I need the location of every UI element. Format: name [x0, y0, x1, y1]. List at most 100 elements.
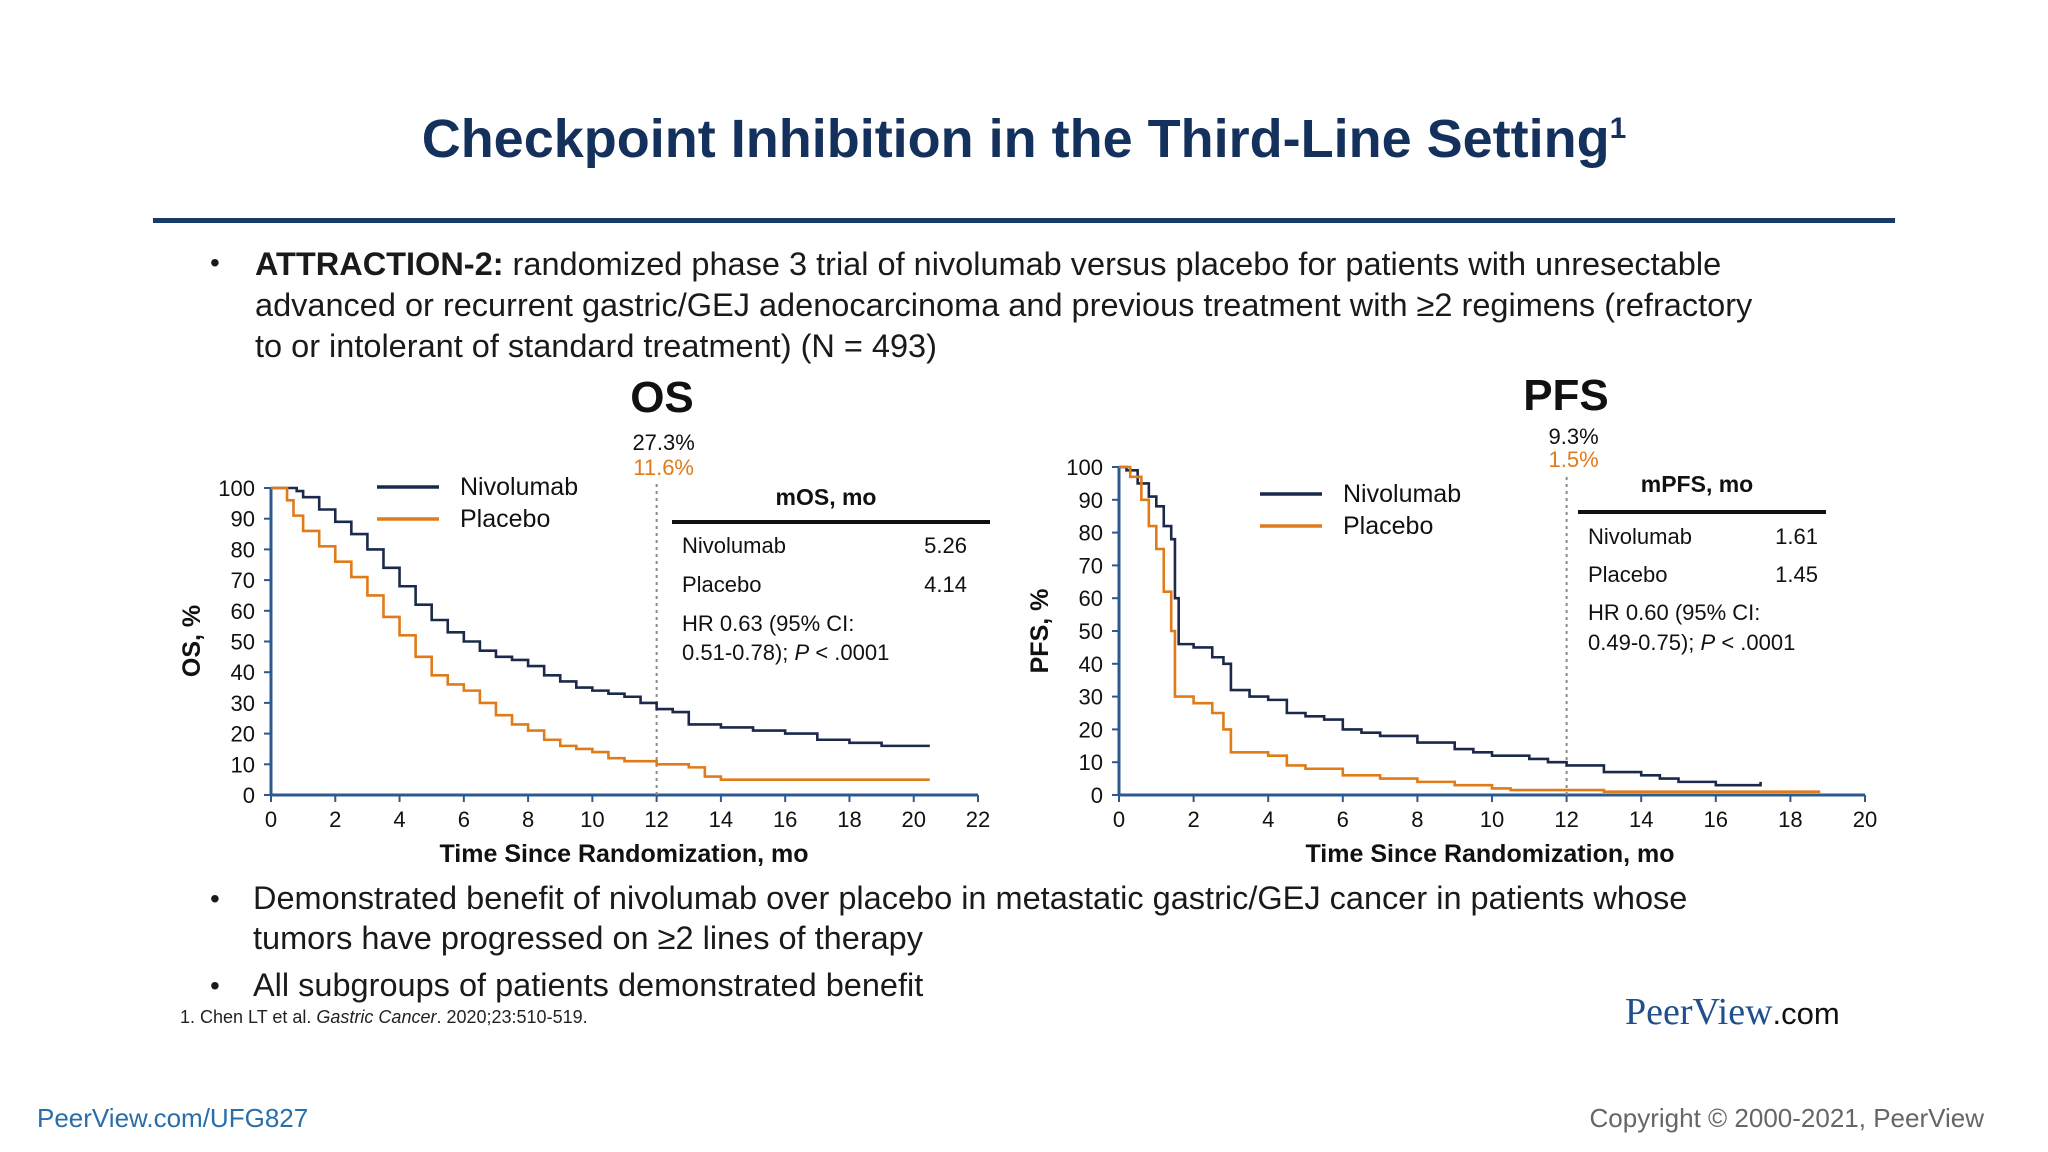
x-tick-label: 16 [1704, 807, 1728, 832]
citation-suffix: . 2020;23:510-519. [436, 1007, 588, 1027]
y-tick-label: 0 [1091, 783, 1103, 808]
bullet-attraction-text1: randomized phase 3 trial of nivolumab ve… [503, 246, 1722, 282]
x-tick-label: 2 [329, 807, 341, 832]
slide-title-text: Checkpoint Inhibition in the Third-Line … [421, 109, 1610, 169]
legend-label-placebo: Placebo [1343, 512, 1433, 540]
y-tick-label: 100 [1066, 455, 1103, 480]
x-tick-label: 18 [1778, 807, 1802, 832]
x-tick-label: 0 [265, 807, 277, 832]
bullet-attraction-line2: advanced or recurrent gastric/GEJ adenoc… [255, 287, 1753, 323]
series-line-nivolumab [1119, 465, 1762, 787]
peerview-logo: PeerView.com [1625, 990, 1840, 1034]
x-tick-label: 14 [709, 807, 733, 832]
title-footnote-marker: 1 [1609, 112, 1627, 145]
chart-os: OS 0 2 4 6 8 10 12 14 16 18 20 22 0 10 20 30 40 50 60 70 80 90… [178, 373, 990, 868]
bullet-marker: • [210, 247, 220, 278]
hazard-ratio-line1: HR 0.60 (95% CI: [1588, 600, 1760, 625]
y-tick-label: 20 [1079, 717, 1103, 742]
chart-pfs: PFS 0 2 4 6 8 10 12 14 16 18 20 0 10 20 30 40 50 60 70 80 90 1… [1026, 371, 1877, 868]
x-axis-label: Time Since Randomization, mo [1305, 840, 1674, 868]
bullet-subgroups: All subgroups of patients demonstrated b… [253, 967, 924, 1003]
landmark-label-placebo: 1.5% [1549, 447, 1599, 472]
series-line-nivolumab [271, 486, 930, 748]
landmark-label-placebo: 11.6% [633, 455, 694, 480]
median-table-header: mOS, mo [776, 484, 877, 510]
y-tick-label: 80 [1079, 521, 1103, 546]
x-tick-label: 0 [1113, 807, 1125, 832]
landmark-label-nivolumab: 9.3% [1549, 424, 1599, 449]
y-tick-label: 60 [231, 599, 255, 624]
landmark-label-nivolumab: 27.3% [632, 430, 694, 455]
hazard-ratio-line1: HR 0.63 (95% CI: [682, 611, 854, 636]
median-row-label: Nivolumab [1588, 524, 1692, 549]
citation-prefix: 1. Chen LT et al. [180, 1007, 317, 1027]
x-tick-label: 12 [1554, 807, 1578, 832]
bullet-attraction-line1: ATTRACTION-2: randomized phase 3 trial o… [255, 244, 1721, 285]
x-tick-label: 12 [644, 807, 668, 832]
y-tick-label: 60 [1079, 586, 1103, 611]
y-tick-label: 40 [231, 660, 255, 685]
y-tick-label: 30 [1079, 685, 1103, 710]
x-tick-label: 22 [966, 807, 990, 832]
series-line-placebo [1119, 465, 1821, 794]
y-tick-label: 10 [1079, 750, 1103, 775]
bullet-attraction-line3: to or intolerant of standard treatment) … [255, 328, 937, 364]
y-axis-label: PFS, % [1026, 589, 1054, 674]
x-tick-label: 18 [837, 807, 861, 832]
chart-title-os: OS [630, 373, 694, 422]
legend-label-placebo: Placebo [460, 505, 550, 533]
median-row-label: Placebo [682, 572, 762, 597]
bullet-benefit-line1: Demonstrated benefit of nivolumab over p… [253, 880, 1688, 916]
y-tick-label: 50 [1079, 619, 1103, 644]
y-tick-label: 50 [231, 630, 255, 655]
median-row-label: Placebo [1588, 562, 1668, 587]
median-row-value: 5.26 [924, 533, 967, 558]
x-tick-label: 4 [393, 807, 405, 832]
slide-title: Checkpoint Inhibition in the Third-Line … [0, 108, 2048, 170]
copyright: Copyright © 2000-2021, PeerView [1589, 1103, 1984, 1133]
median-row-label: Nivolumab [682, 533, 786, 558]
citation-journal: Gastric Cancer [316, 1007, 437, 1027]
y-axis-label: OS, % [178, 605, 206, 677]
x-tick-label: 16 [773, 807, 797, 832]
y-tick-label: 0 [243, 783, 255, 808]
x-tick-label: 10 [580, 807, 604, 832]
y-tick-label: 70 [1079, 553, 1103, 578]
x-tick-label: 20 [901, 807, 925, 832]
footer-link[interactable]: PeerView.com/UFG827 [37, 1103, 309, 1133]
brand-suffix: .com [1772, 996, 1840, 1031]
x-tick-label: 4 [1262, 807, 1274, 832]
legend-label-nivolumab: Nivolumab [1343, 480, 1461, 508]
x-axis-label: Time Since Randomization, mo [439, 840, 808, 868]
median-row-value: 1.45 [1775, 562, 1818, 587]
legend-label-nivolumab: Nivolumab [460, 473, 578, 501]
median-row-value: 1.61 [1775, 524, 1818, 549]
hazard-ratio-line2: 0.49-0.75); P < .0001 [1588, 630, 1795, 655]
x-tick-label: 8 [1411, 807, 1423, 832]
bullet-benefit-line2: tumors have progressed on ≥2 lines of th… [253, 920, 924, 956]
median-table-header: mPFS, mo [1641, 471, 1753, 497]
y-tick-label: 90 [231, 507, 255, 532]
title-divider [153, 218, 1895, 223]
chart-title-pfs: PFS [1523, 371, 1609, 420]
x-tick-label: 6 [458, 807, 470, 832]
brand-name: PeerView [1625, 991, 1773, 1033]
y-tick-label: 90 [1079, 488, 1103, 513]
citation: 1. Chen LT et al. Gastric Cancer. 2020;2… [180, 1007, 588, 1028]
y-tick-label: 40 [1079, 652, 1103, 677]
x-tick-label: 2 [1187, 807, 1199, 832]
x-tick-label: 6 [1337, 807, 1349, 832]
y-tick-label: 20 [231, 722, 255, 747]
y-tick-label: 70 [231, 568, 255, 593]
x-tick-label: 20 [1853, 807, 1877, 832]
bullet-marker: • [210, 970, 220, 1001]
y-tick-label: 100 [218, 476, 255, 501]
y-tick-label: 30 [231, 691, 255, 716]
y-tick-label: 80 [231, 537, 255, 562]
bullet-marker: • [210, 883, 220, 914]
y-tick-label: 10 [231, 752, 255, 777]
hazard-ratio-line2: 0.51-0.78); P < .0001 [682, 640, 889, 665]
series-line-placebo [271, 486, 930, 781]
x-tick-label: 14 [1629, 807, 1653, 832]
